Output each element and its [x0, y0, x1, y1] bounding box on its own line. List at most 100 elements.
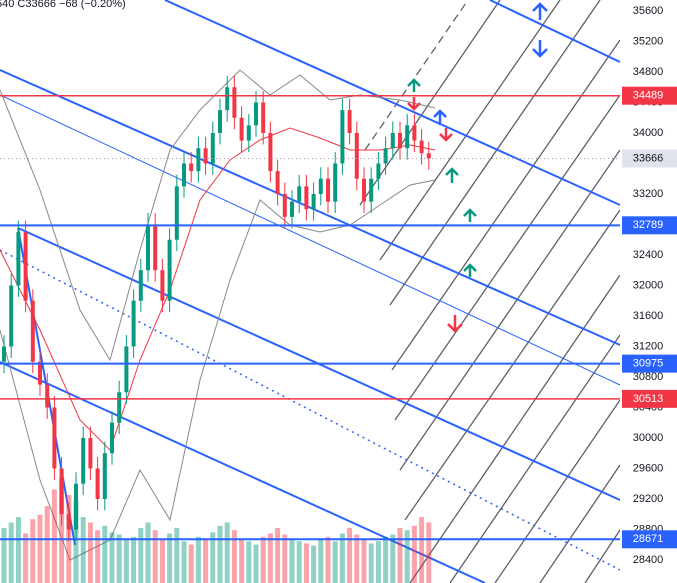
volume-bar — [131, 536, 137, 583]
candle-body — [203, 148, 208, 164]
volume-bar — [267, 533, 273, 583]
volume-bar — [80, 517, 86, 583]
candle-body — [16, 232, 21, 286]
candle-body — [9, 285, 14, 347]
volume-bar — [375, 541, 381, 583]
candle-body — [45, 384, 50, 408]
y-tick-label: 33200 — [633, 188, 664, 200]
volume-bar — [239, 539, 245, 583]
volume-bar — [361, 539, 367, 583]
candle-body — [189, 163, 194, 172]
y-tick-label: 28400 — [633, 554, 664, 566]
candle-body — [246, 125, 251, 141]
volume-bar — [37, 514, 43, 583]
level-label: 30513 — [633, 393, 664, 405]
volume-bar — [8, 522, 14, 583]
thin-trend-line — [0, 94, 621, 386]
volume-bar — [152, 530, 158, 583]
volume-bar — [246, 541, 252, 583]
volume-bar — [23, 533, 29, 583]
y-tick-label: 30000 — [633, 432, 664, 444]
volume-bar — [303, 543, 309, 583]
candle-body — [282, 193, 287, 217]
level-label-box — [622, 389, 677, 408]
candle-body — [268, 132, 273, 172]
volume-bar — [390, 534, 396, 583]
candle-body — [290, 201, 294, 217]
y-tick-label: 32000 — [633, 279, 664, 291]
volume-bar — [253, 544, 259, 583]
candle-body — [419, 140, 424, 154]
volume-bar — [419, 517, 425, 583]
y-tick-label: 31200 — [633, 340, 664, 352]
candle-body — [167, 239, 172, 301]
volume-bar — [1, 528, 7, 583]
candle-body — [38, 361, 42, 385]
dotted-trend-line — [0, 249, 621, 571]
volume-bar — [30, 519, 36, 583]
volume-bar — [188, 544, 194, 583]
candle-body — [218, 110, 222, 133]
level-label: 30975 — [633, 358, 664, 370]
candle-body — [261, 102, 266, 133]
band-lower — [0, 179, 436, 561]
volume-bar — [109, 532, 115, 583]
candle-body — [398, 132, 402, 149]
candle-body — [362, 178, 366, 202]
y-tick-label: 35200 — [633, 35, 664, 47]
volume-bar — [318, 539, 324, 583]
volume-bar — [368, 543, 374, 583]
volume-bar — [354, 534, 360, 583]
candle-body — [81, 437, 86, 484]
volume-bar — [203, 539, 209, 583]
candle-body — [182, 163, 186, 187]
volume-bar — [339, 533, 345, 583]
candle-body — [52, 407, 57, 469]
volume-bar — [260, 536, 266, 583]
level-label: 34489 — [633, 90, 664, 102]
candle-body — [326, 178, 330, 202]
volume-bar — [347, 528, 353, 583]
volume-bar — [123, 539, 129, 583]
y-tick-label: 29200 — [633, 493, 664, 505]
candle-body — [354, 132, 359, 179]
volume-bar — [275, 528, 281, 583]
volume-bar — [325, 536, 331, 583]
volume-bar — [282, 534, 288, 583]
candle-body — [232, 87, 237, 118]
level-label: 28671 — [633, 533, 664, 545]
level-label-box — [622, 216, 677, 235]
volume-bar — [44, 506, 50, 583]
y-tick-label: 30800 — [633, 371, 664, 383]
volume-bar — [87, 522, 93, 583]
level-label-box — [622, 86, 677, 105]
volume-bar — [95, 530, 101, 583]
candle-body — [369, 178, 374, 202]
candle-body — [102, 453, 107, 499]
header: 540 C33666 −68 (−0.20%) — [0, 0, 126, 10]
volume-bar — [332, 541, 338, 583]
volume-bar — [311, 545, 317, 583]
candle-body — [297, 186, 302, 202]
candle-body — [2, 346, 6, 362]
volume-bar — [138, 528, 144, 583]
candle-body — [117, 392, 122, 423]
y-tick-label: 35600 — [633, 5, 664, 17]
volume-bar — [426, 522, 432, 583]
volume-bar — [73, 500, 79, 583]
arrows — [407, 2, 548, 333]
y-tick-label: 34000 — [633, 127, 664, 139]
volume-bar — [411, 525, 417, 583]
candle-body — [376, 163, 381, 179]
candle-body — [210, 132, 215, 164]
candle-body — [124, 346, 129, 393]
candle-body — [88, 437, 93, 469]
y-tick-label: 29600 — [633, 462, 664, 474]
candle-body — [131, 300, 136, 347]
candle-body — [110, 422, 114, 454]
volume-bar — [224, 522, 230, 583]
volume-bar — [289, 539, 295, 583]
candle-body — [138, 270, 143, 301]
candle-body — [74, 483, 78, 530]
